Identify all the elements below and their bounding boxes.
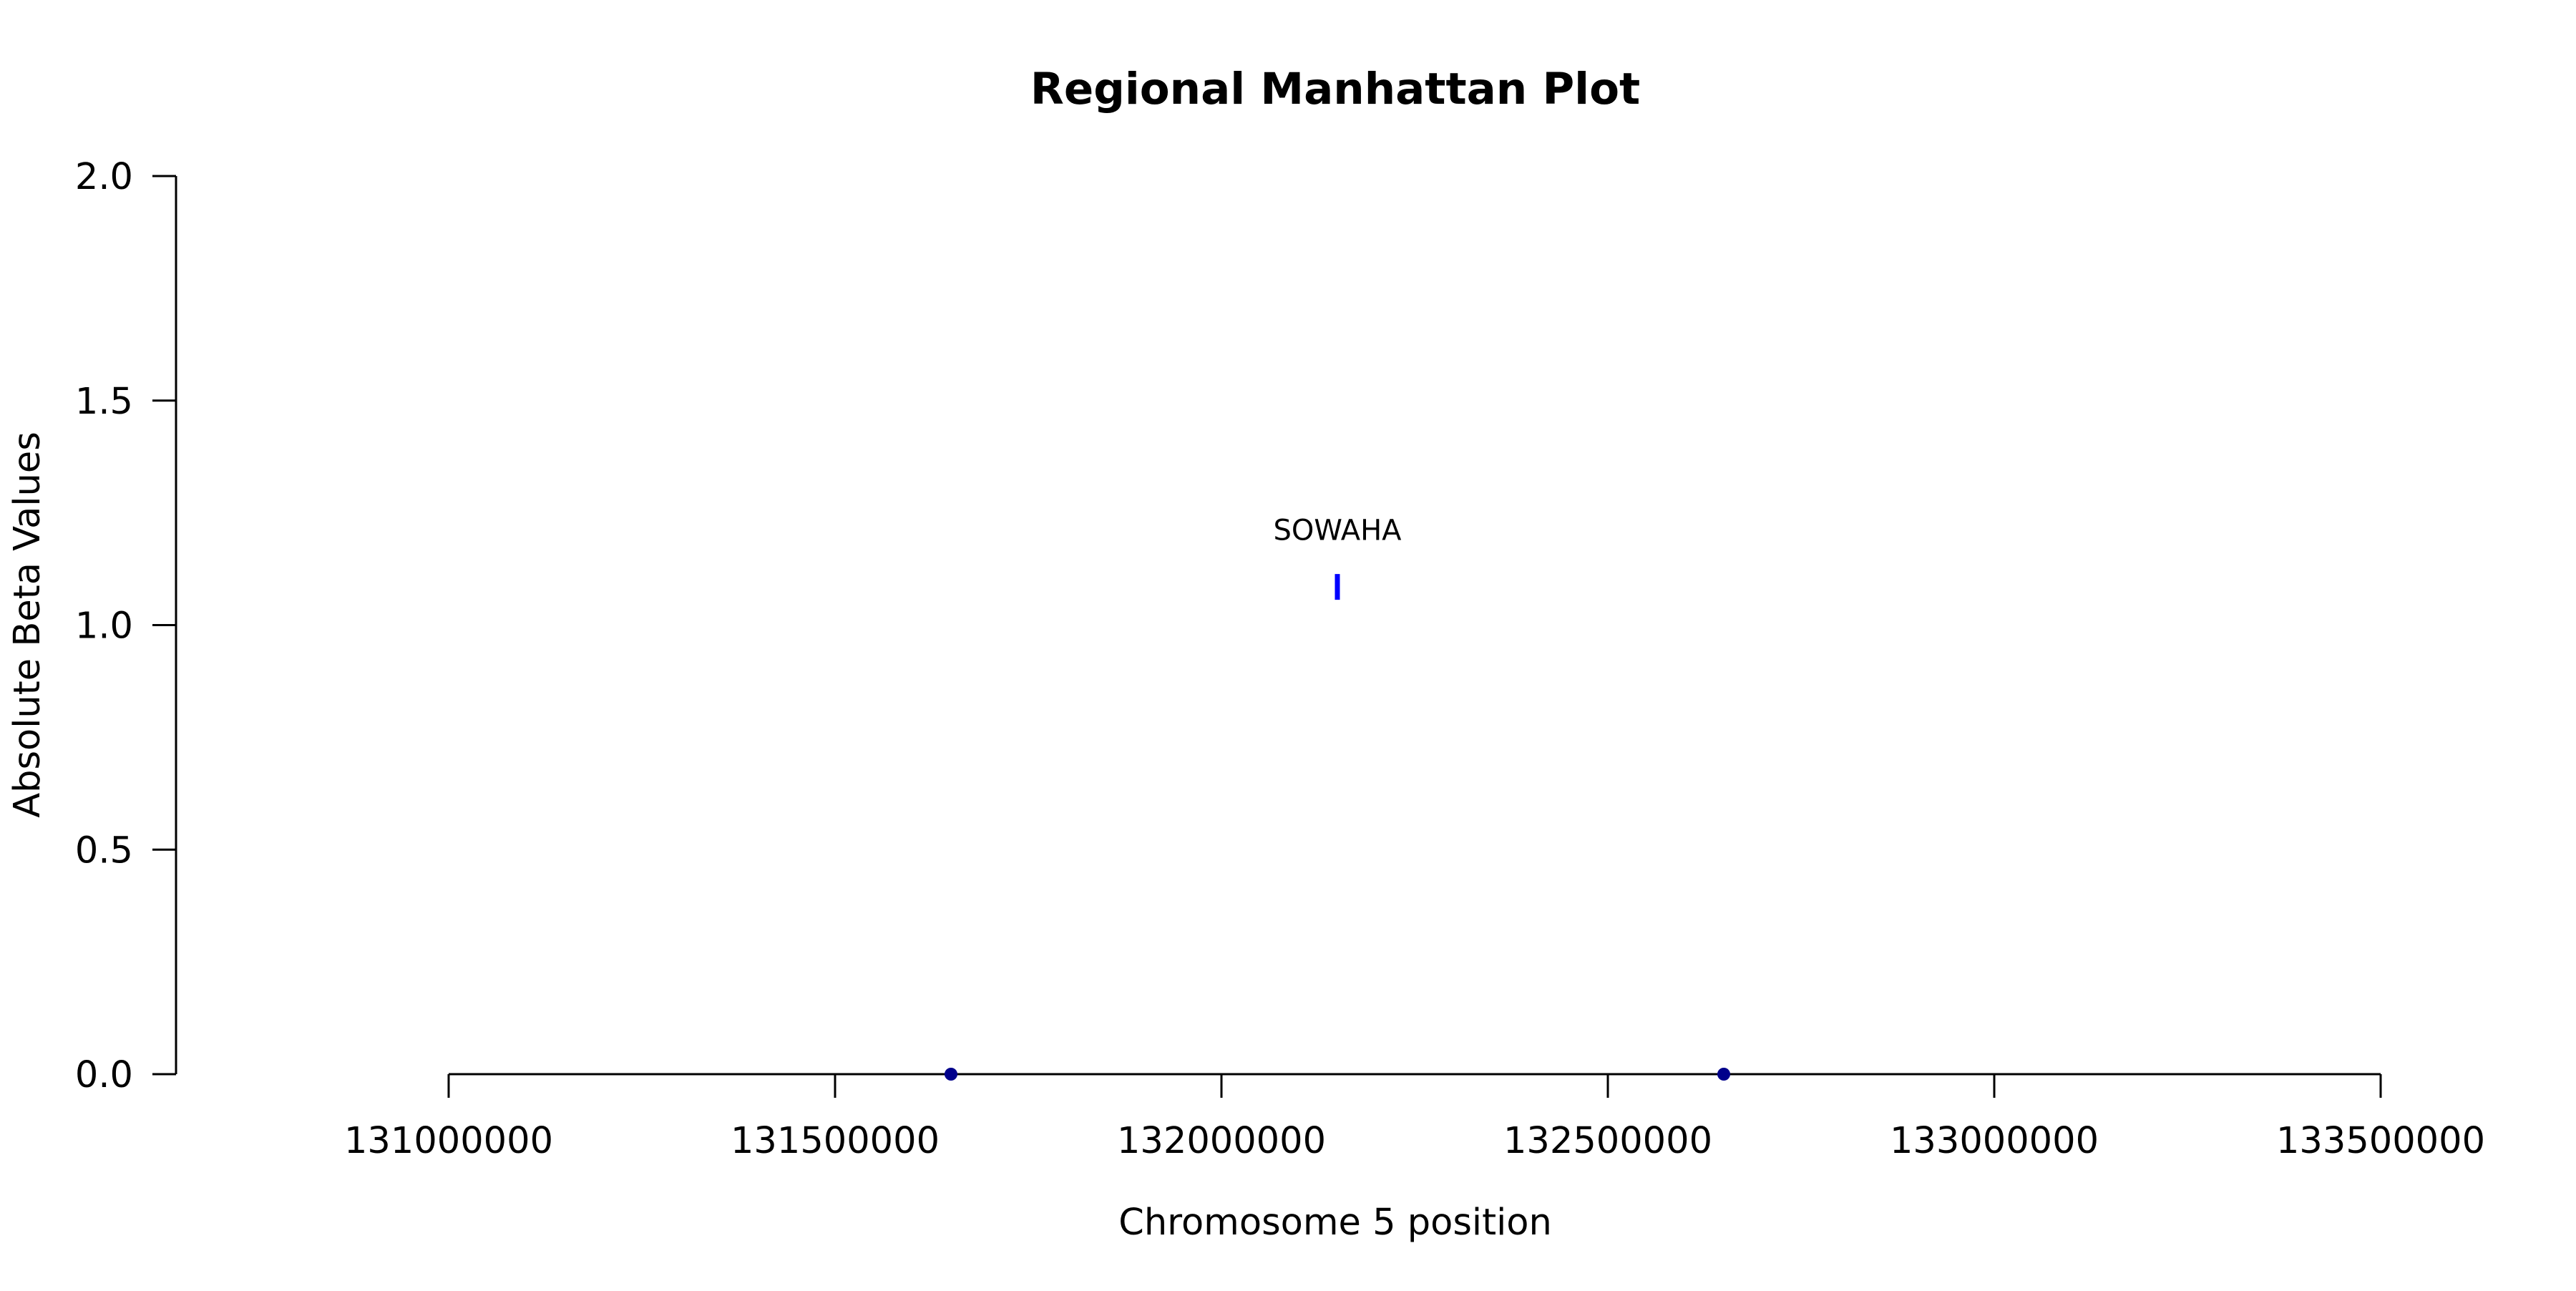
- x-tick-label: 132000000: [1117, 1120, 1326, 1162]
- y-tick-label: 1.5: [75, 381, 133, 423]
- y-tick-label: 0.5: [75, 829, 133, 872]
- y-axis: 0.0 0.5 1.0 1.5 2.0: [75, 156, 177, 1096]
- y-tick-label: 1.0: [75, 605, 133, 648]
- x-tick-label: 131500000: [731, 1120, 940, 1162]
- data-point: [1717, 1068, 1730, 1081]
- x-axis: 131000000 131500000 132000000 132500000 1330…: [344, 1073, 2485, 1162]
- chart-title: Regional Manhattan Plot: [1030, 64, 1640, 115]
- gene-annotation-label: SOWAHA: [1273, 514, 1402, 547]
- x-axis-label: Chromosome 5 position: [1118, 1202, 1552, 1244]
- x-tick-label: 131000000: [344, 1120, 553, 1162]
- data-point: [945, 1068, 957, 1081]
- plot-annotations: SOWAHA: [1273, 514, 1402, 547]
- y-tick-label: 2.0: [75, 156, 133, 198]
- y-tick-label: 0.0: [75, 1054, 133, 1096]
- y-axis-label: Absolute Beta Values: [6, 432, 49, 818]
- x-tick-label: 133500000: [2276, 1120, 2485, 1162]
- plot-marks: [945, 574, 1730, 1081]
- x-tick-label: 132500000: [1503, 1120, 1712, 1162]
- x-tick-label: 133000000: [1890, 1120, 2099, 1162]
